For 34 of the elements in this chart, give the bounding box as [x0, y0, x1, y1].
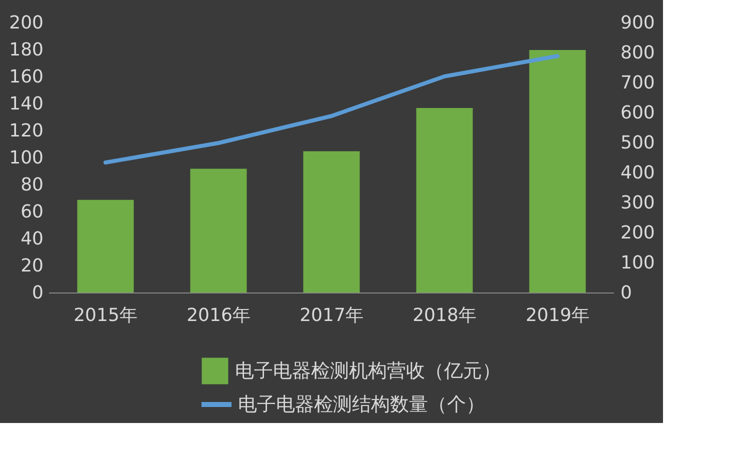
- legend-label: 电子电器检测机构营收（亿元）: [235, 360, 501, 382]
- y-tick-label: 100: [9, 148, 44, 168]
- y-tick-label: 180: [9, 40, 44, 60]
- y-tick-label: 40: [20, 228, 44, 250]
- bar: [303, 151, 360, 293]
- y-tick-label: 80: [20, 174, 44, 196]
- y2-tick-label: 500: [620, 132, 655, 154]
- y-tick-label: 120: [9, 120, 44, 142]
- y-tick-label: 200: [9, 12, 44, 34]
- x-tick-label: 2018年: [412, 305, 476, 326]
- y2-tick-label: 200: [620, 222, 655, 244]
- y2-tick-label: 100: [620, 252, 655, 274]
- y-tick-label: 0: [32, 282, 44, 304]
- y-tick-label: 60: [20, 202, 44, 222]
- bar: [529, 50, 586, 293]
- y-tick-label: 160: [9, 66, 44, 88]
- y-tick-label: 20: [20, 256, 44, 276]
- y-tick-label: 140: [9, 94, 44, 114]
- bar: [416, 108, 473, 293]
- bar: [77, 200, 134, 293]
- y2-tick-label: 800: [620, 42, 655, 64]
- x-tick-label: 2019年: [526, 305, 590, 326]
- bar: [190, 168, 247, 293]
- y2-tick-label: 600: [620, 102, 655, 124]
- y2-tick-label: 900: [620, 12, 655, 34]
- y2-tick-label: 400: [620, 162, 655, 184]
- y2-tick-label: 300: [620, 192, 655, 214]
- y2-tick-label: 0: [620, 282, 632, 304]
- line-series: [104, 54, 560, 164]
- x-tick-label: 2017年: [300, 305, 364, 326]
- x-tick-label: 2016年: [186, 305, 250, 326]
- legend-label: 电子电器检测结构数量（个）: [238, 394, 485, 416]
- y2-tick-label: 700: [620, 72, 655, 94]
- x-tick-label: 2015年: [74, 305, 138, 326]
